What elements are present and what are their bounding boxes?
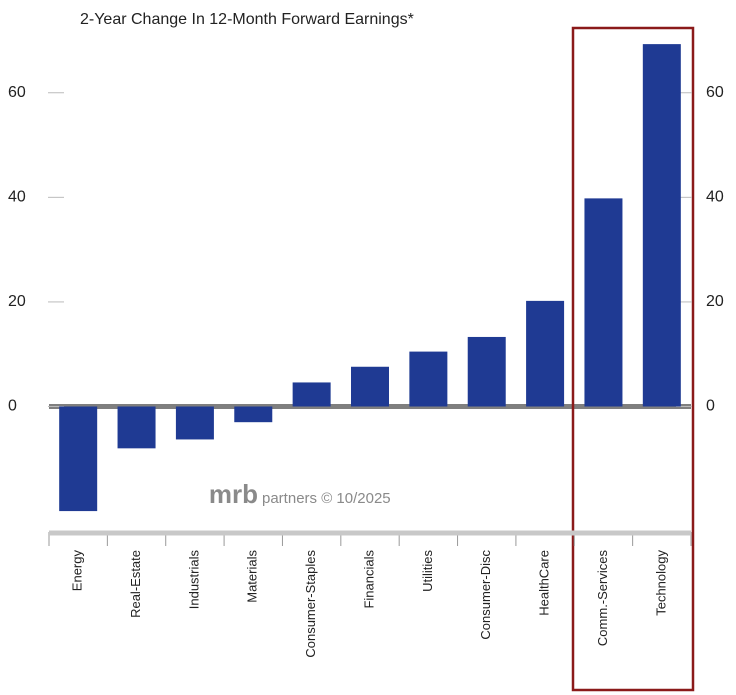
bar bbox=[59, 406, 98, 512]
bar bbox=[351, 366, 389, 407]
x-tick-label: Materials bbox=[245, 550, 260, 603]
x-tick-label: Consumer-Disc bbox=[478, 550, 493, 640]
y2-tick-label: 0 bbox=[706, 398, 715, 415]
bar bbox=[642, 44, 681, 407]
bar bbox=[117, 406, 156, 449]
watermark-logo: mrb bbox=[209, 479, 258, 509]
bar bbox=[234, 406, 273, 423]
chart-title: 2-Year Change In 12-Month Forward Earnin… bbox=[80, 11, 414, 28]
y-tick-label: 40 bbox=[8, 189, 26, 206]
bar bbox=[292, 382, 331, 407]
x-tick-label: Technology bbox=[653, 550, 668, 616]
bar bbox=[409, 351, 448, 407]
bar bbox=[584, 198, 623, 407]
watermark-text: partners © 10/2025 bbox=[262, 490, 391, 507]
x-tick-label: Comm.-Services bbox=[595, 550, 610, 647]
y2-tick-label: 60 bbox=[706, 84, 724, 101]
highlight-box bbox=[571, 26, 695, 692]
y2-tick-label: 40 bbox=[706, 189, 724, 206]
y-tick-label: 60 bbox=[8, 84, 26, 101]
y2-tick-label: 20 bbox=[706, 293, 724, 310]
y-tick-label: 0 bbox=[8, 398, 17, 415]
bar bbox=[526, 300, 565, 407]
x-tick-label: Consumer-Staples bbox=[303, 550, 318, 658]
bar bbox=[467, 336, 506, 407]
x-tick-label: Energy bbox=[70, 550, 85, 592]
x-tick-label: HealthCare bbox=[537, 550, 552, 616]
y-tick-label: 20 bbox=[8, 293, 26, 310]
x-tick-label: Industrials bbox=[186, 550, 201, 610]
x-tick-label: Utilities bbox=[420, 550, 435, 592]
x-tick-label: Real-Estate bbox=[128, 550, 143, 618]
x-tick-label: Financials bbox=[361, 550, 376, 609]
bar bbox=[175, 406, 214, 440]
